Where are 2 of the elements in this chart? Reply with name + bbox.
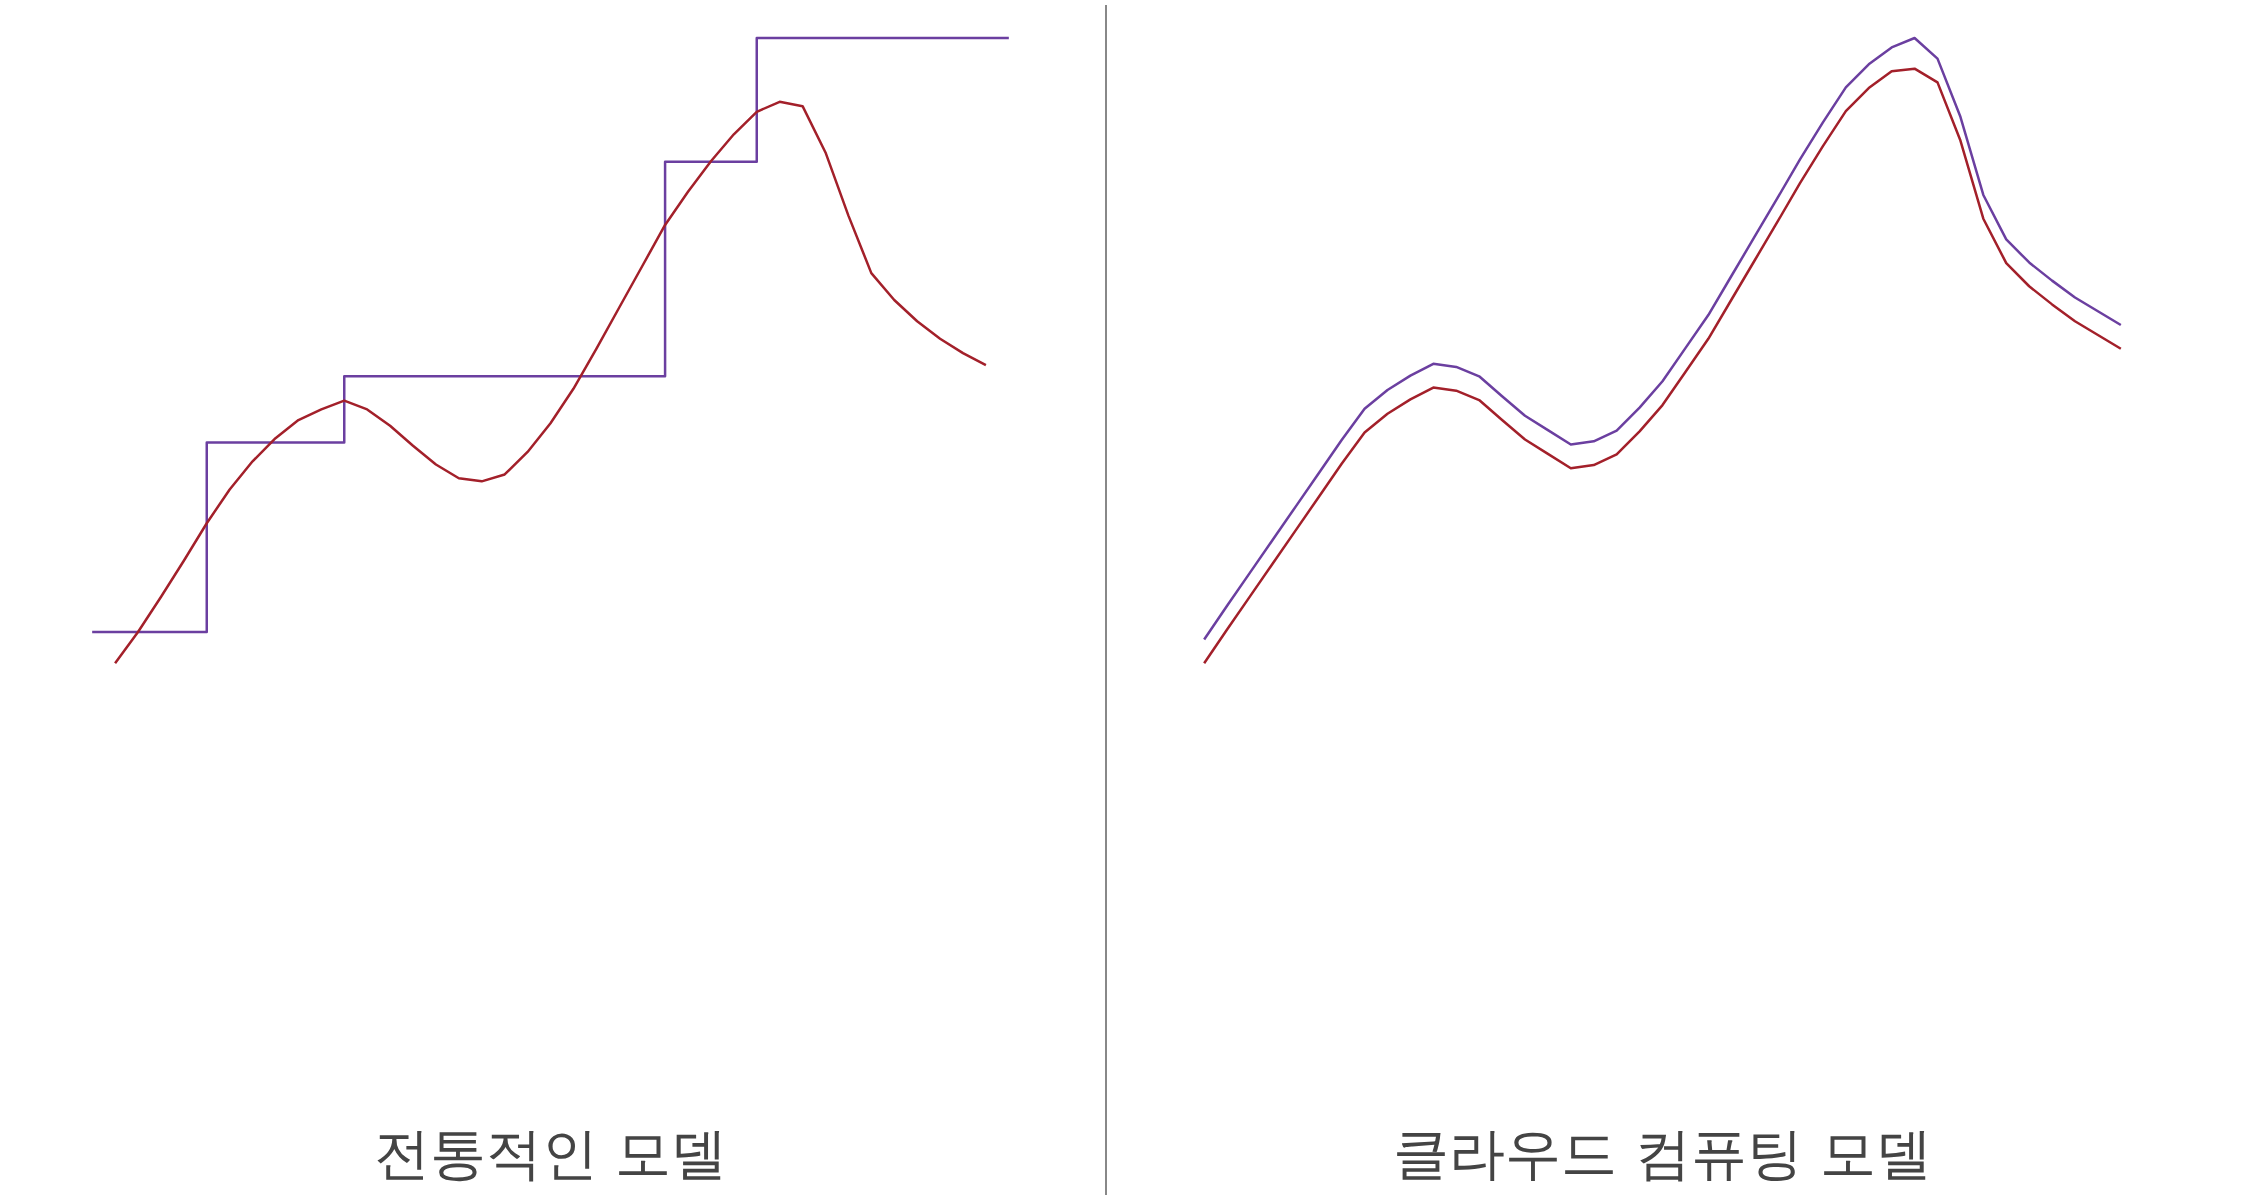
text: 전통적인 모델 — [373, 1120, 728, 1186]
text: 클라우드 컴퓨팅 모델 — [1392, 1120, 1933, 1186]
